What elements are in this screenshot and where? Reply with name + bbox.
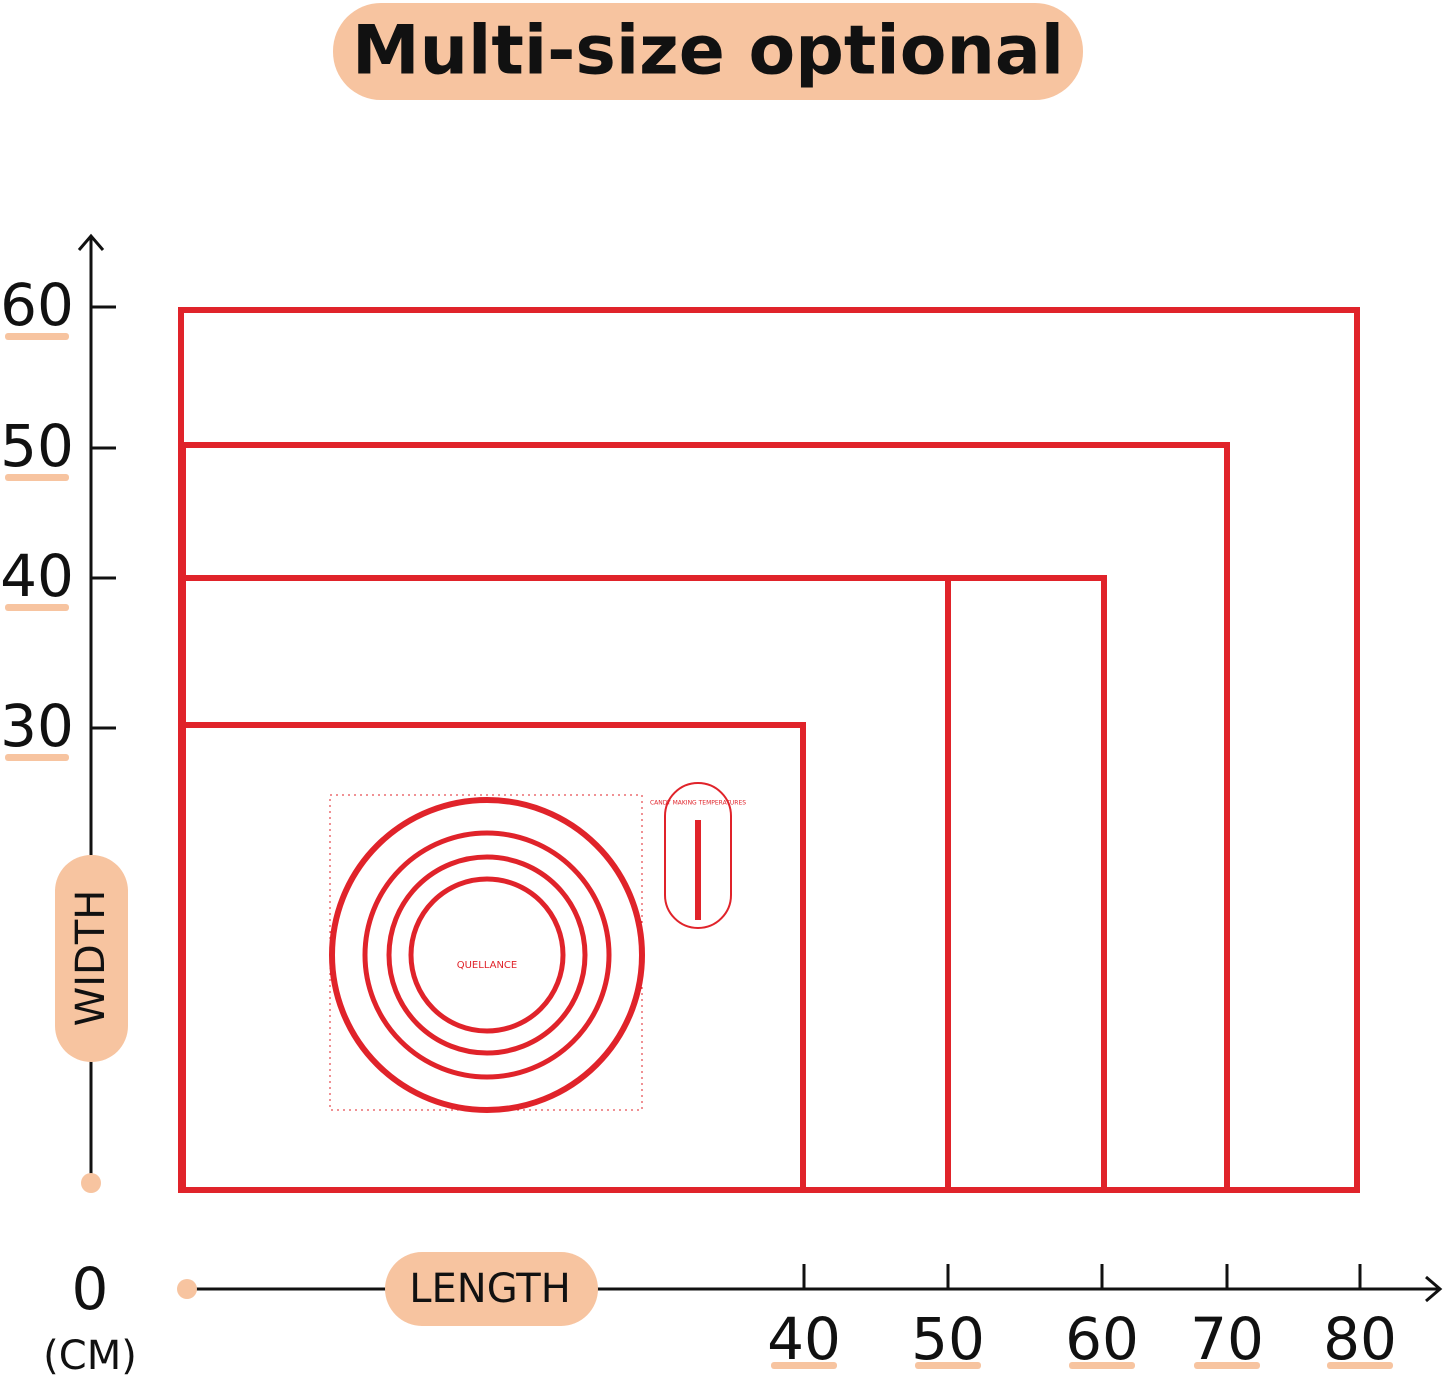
x-ticks: 40 50 60 70 80 (767, 1264, 1397, 1373)
tick-underline (5, 754, 69, 761)
candy-panel-label: CANDY MAKING TEMPERATURES (650, 800, 746, 807)
y-ticks: 60 50 40 30 (0, 271, 116, 761)
tick-underline (5, 333, 69, 340)
tick-underline (5, 604, 69, 611)
y-arrow (77, 233, 105, 251)
mat-circle (362, 830, 612, 1080)
tick-underline (915, 1362, 981, 1369)
origin-dot (81, 1173, 101, 1193)
brand: QUELLANCE (457, 960, 518, 971)
tick-underline (771, 1362, 837, 1369)
y-tick-label: 30 (0, 692, 74, 760)
mat-circle (408, 876, 566, 1034)
y-axis-label: WIDTH (68, 890, 114, 1027)
width-pill (55, 855, 128, 1062)
x-axis-label: LENGTH (409, 1266, 571, 1312)
length-pill (385, 1252, 598, 1326)
title: Multi-size optional (352, 12, 1064, 91)
tick-underline (1069, 1362, 1135, 1369)
y-tick-label: 50 (0, 412, 74, 480)
mat-circle (329, 797, 645, 1113)
x-arrow (1425, 1275, 1443, 1303)
x-tick-label: 70 (1190, 1305, 1264, 1373)
mats: QUELLANCE CANDY MAKING TEMPERATURES (178, 307, 1360, 1193)
tick-underline (5, 474, 69, 481)
y-tick-label: 60 (0, 271, 74, 339)
x-tick-label: 80 (1323, 1305, 1397, 1373)
x-tick-label: 60 (1065, 1305, 1139, 1373)
tick-underline (1194, 1362, 1260, 1369)
x-tick-label: 40 (767, 1305, 841, 1373)
candy-panel (664, 782, 732, 929)
tick-underline (1327, 1362, 1393, 1369)
origin-dot (177, 1279, 197, 1299)
origin-value: 0 (72, 1255, 109, 1323)
title-pill (333, 3, 1083, 100)
origin-unit: (CM) (43, 1333, 137, 1379)
x-tick-label: 50 (911, 1305, 985, 1373)
y-tick-label: 40 (0, 542, 74, 610)
mat-circle (386, 854, 588, 1056)
